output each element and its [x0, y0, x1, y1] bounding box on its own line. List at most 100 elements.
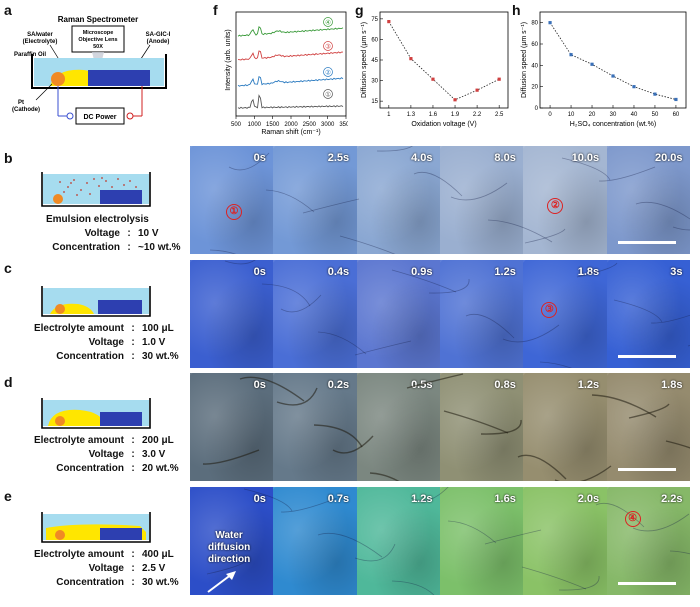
micrograph-frame: 0s	[190, 260, 274, 368]
param-value: 3.0 V	[142, 449, 166, 460]
trace-marker-label: ①	[325, 91, 331, 99]
chart-ylabel: Diffusion speed (μm s⁻¹)	[521, 22, 528, 98]
time-label: 2.5s	[327, 152, 350, 164]
micrograph-frame: 2.5s	[273, 146, 358, 254]
trace-marker	[323, 89, 333, 99]
raman-ylabel: Intensity (arb. units)	[225, 29, 232, 90]
lens-label-3: 50X	[93, 44, 103, 50]
ytick-label: 30	[371, 79, 378, 85]
param-row: Electrolyte amount:400 μL	[8, 548, 179, 562]
time-label: 4.0s	[411, 152, 433, 164]
raman-trace	[237, 76, 344, 87]
raman-xtick-label: 2500	[303, 122, 317, 128]
setup-schematic: Raman Spectrometer Microscope Objective …	[12, 15, 171, 125]
time-label: 8.0s	[494, 152, 516, 164]
data-point	[548, 21, 552, 25]
panel-label-c: c	[4, 260, 12, 276]
param-row: Concentration:20 wt.%	[8, 462, 179, 476]
raman-trace	[237, 50, 343, 61]
micrograph-strip-b: 0s 2.5s 4.0s 8.0s 10.0s 20.0s ① ②	[190, 146, 690, 254]
param-key: Concentration	[56, 351, 124, 362]
time-label: 2.0s	[577, 493, 600, 505]
xtick-label: 1.3	[407, 112, 416, 118]
param-row: Voltage:3.0 V	[8, 448, 179, 462]
micrograph-frame: 20.0s	[606, 146, 690, 254]
raman-xtick-label: 3500	[339, 122, 348, 128]
arrow-icon	[207, 571, 236, 593]
data-point	[590, 62, 594, 66]
param-value: 100 μL	[142, 323, 174, 334]
anode-label-1: SA-GIC-I	[146, 32, 171, 38]
micrograph-frame: 0.8s	[440, 373, 524, 481]
time-label: 2.2s	[661, 493, 683, 505]
micrograph-strip-e: 0s 0.7s 1.2s 1.6s 2.0s 2.2s ④	[190, 487, 690, 595]
time-label: 0s	[253, 379, 266, 391]
time-label: 20.0s	[654, 152, 683, 164]
trace-marker-label: ②	[325, 69, 331, 77]
micrograph-strip-d: 0s 0.2s 0.5s 0.8s 1.2s 1.8s	[190, 373, 690, 481]
param-value: 30 wt.%	[142, 577, 179, 588]
crack-lines	[209, 146, 690, 254]
data-point	[409, 57, 413, 61]
arrow-label-2: diffusion	[208, 542, 251, 553]
param-key: Voltage	[88, 563, 124, 574]
electrolyte-label-2: (Electrolyte)	[23, 39, 58, 45]
schematic-d	[41, 398, 151, 429]
region-marker: ③	[541, 302, 558, 318]
raman-xtick-label: 1500	[266, 122, 280, 128]
time-label: 1.8s	[577, 266, 600, 278]
xtick-label: 0	[548, 112, 552, 118]
region-marker: ④	[624, 511, 641, 527]
xtick-label: 60	[673, 112, 680, 118]
chart-ylabel: Diffusion speed (μm s⁻¹)	[361, 22, 368, 98]
micrograph-frame: 1.8s	[606, 373, 690, 481]
time-label: 1.2s	[577, 379, 600, 391]
micrograph-frame: 0.7s	[273, 487, 358, 595]
micrograph-frame: 10.0s	[523, 146, 608, 254]
schematic-e	[41, 512, 151, 543]
param-value: 20 wt.%	[142, 463, 179, 474]
time-label: 0.2s	[327, 379, 350, 391]
trace-marker	[323, 67, 333, 77]
param-value: 10 V	[138, 228, 159, 239]
ytick-label: 75	[371, 17, 378, 23]
micrograph-frame: 2.0s	[523, 487, 608, 595]
param-value: 2.5 V	[142, 563, 166, 574]
time-label: 0.7s	[327, 493, 350, 505]
data-point	[497, 77, 501, 81]
ytick-label: 60	[531, 42, 538, 48]
xtick-label: 50	[652, 112, 659, 118]
chart-xlabel: H₂SO₄ concentration (wt.%)	[570, 121, 657, 128]
data-point	[674, 97, 678, 102]
panel-label-a: a	[4, 2, 12, 18]
electrolyte-label-1: SA/water	[27, 32, 53, 38]
data-point	[453, 98, 457, 102]
crack-lines	[206, 487, 690, 595]
time-label: 10.0s	[571, 152, 600, 164]
raman-trace	[237, 25, 344, 37]
param-row: Concentration: ~10 wt.%	[46, 241, 181, 255]
param-value: 30 wt.%	[142, 351, 179, 362]
micrograph-frame: 8.0s	[440, 146, 524, 254]
panel-label-f: f	[213, 2, 218, 18]
raman-xtick-label: 2000	[284, 122, 298, 128]
xtick-label: 30	[610, 112, 617, 118]
panel-label-g: g	[355, 2, 364, 18]
param-key: Concentration	[52, 242, 120, 253]
ytick-label: 80	[531, 21, 538, 27]
param-value: 200 μL	[142, 435, 174, 446]
region-marker: ②	[547, 198, 564, 214]
param-key: Concentration	[56, 577, 124, 588]
time-label: 0s	[253, 152, 266, 164]
time-label: 0.9s	[411, 266, 433, 278]
trace-marker	[323, 17, 333, 27]
micrograph-frame: 2.2s	[606, 487, 690, 595]
param-row: Electrolyte amount:100 μL	[8, 322, 179, 336]
arrow-label-1: Water	[215, 530, 243, 541]
concentration-speed-chart: 0 10 20 30 40 50 60 0 20 40 60 80 H₂SO₄ concentratio…	[521, 11, 687, 128]
param-value: ~10 wt.%	[138, 242, 181, 253]
lens-label-2: Objective Lens	[78, 37, 117, 43]
anode-label-2: (Anode)	[147, 39, 170, 45]
panel-label-e: e	[4, 488, 12, 504]
micrograph-frame: 1.2s	[440, 260, 524, 368]
